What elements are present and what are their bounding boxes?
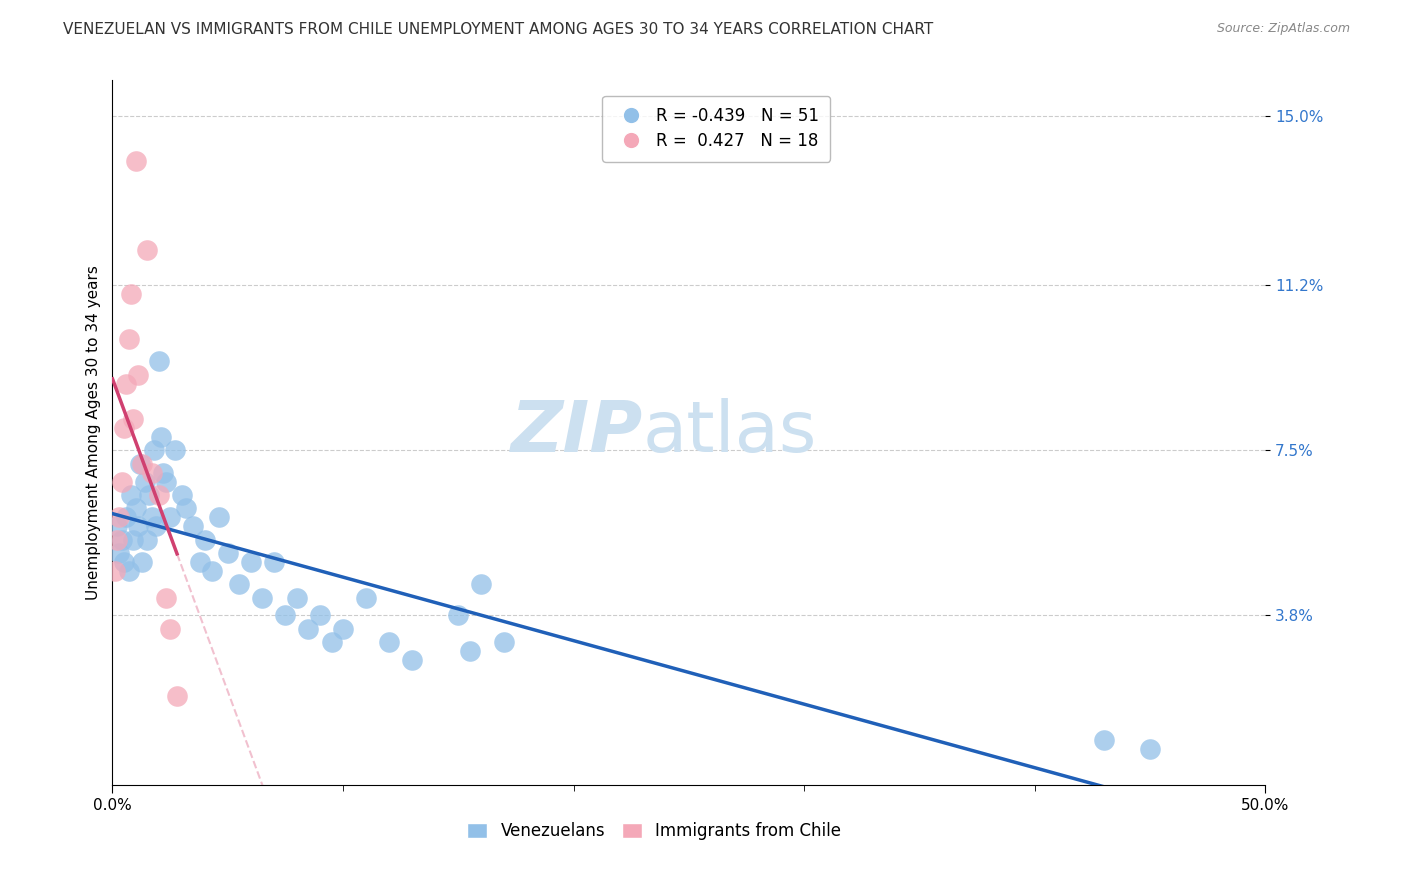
Point <box>127 519 149 533</box>
Point <box>104 564 127 578</box>
Point <box>111 533 134 547</box>
Point <box>112 555 135 569</box>
Point <box>321 635 343 649</box>
Text: VENEZUELAN VS IMMIGRANTS FROM CHILE UNEMPLOYMENT AMONG AGES 30 TO 34 YEARS CORRE: VENEZUELAN VS IMMIGRANTS FROM CHILE UNEM… <box>63 22 934 37</box>
Point <box>124 501 146 516</box>
Point <box>155 475 177 489</box>
Point <box>145 519 167 533</box>
Point <box>170 488 193 502</box>
Point <box>217 546 239 560</box>
Point <box>115 376 138 391</box>
Point <box>166 689 188 703</box>
Point <box>108 510 131 524</box>
Text: ZIP: ZIP <box>510 398 643 467</box>
Point <box>141 510 163 524</box>
Point <box>228 577 250 591</box>
Point <box>117 564 139 578</box>
Point <box>188 555 211 569</box>
Point <box>494 635 516 649</box>
Point <box>120 488 142 502</box>
Point <box>1092 733 1115 747</box>
Point <box>138 488 160 502</box>
Text: Source: ZipAtlas.com: Source: ZipAtlas.com <box>1216 22 1350 36</box>
Point <box>105 519 128 533</box>
Point <box>131 457 153 471</box>
Point <box>129 457 152 471</box>
Point <box>458 644 481 658</box>
Point <box>111 475 134 489</box>
Legend: Venezuelans, Immigrants from Chile: Venezuelans, Immigrants from Chile <box>461 816 848 847</box>
Point <box>194 533 217 547</box>
Point <box>401 653 423 667</box>
Point <box>207 510 229 524</box>
Point <box>152 466 174 480</box>
Point <box>134 475 156 489</box>
Point <box>159 510 181 524</box>
Point <box>124 153 146 168</box>
Point <box>354 591 377 605</box>
Point <box>181 519 204 533</box>
Point <box>447 608 470 623</box>
Point <box>263 555 285 569</box>
Point <box>252 591 274 605</box>
Point <box>1139 742 1161 756</box>
Text: atlas: atlas <box>643 398 817 467</box>
Point <box>155 591 177 605</box>
Point <box>274 608 297 623</box>
Point <box>148 354 170 368</box>
Point <box>122 533 145 547</box>
Point <box>332 622 354 636</box>
Point <box>470 577 492 591</box>
Point <box>108 546 131 560</box>
Point <box>285 591 308 605</box>
Point <box>105 533 128 547</box>
Point <box>149 430 172 444</box>
Point <box>163 443 186 458</box>
Point <box>297 622 319 636</box>
Point <box>115 510 138 524</box>
Point <box>378 635 401 649</box>
Point <box>148 488 170 502</box>
Point <box>201 564 224 578</box>
Point <box>120 287 142 301</box>
Point <box>309 608 332 623</box>
Point <box>136 243 159 257</box>
Point <box>136 533 159 547</box>
Point <box>112 421 135 435</box>
Point <box>143 443 166 458</box>
Point <box>117 332 139 346</box>
Point <box>122 412 145 426</box>
Y-axis label: Unemployment Among Ages 30 to 34 years: Unemployment Among Ages 30 to 34 years <box>86 265 101 600</box>
Point <box>174 501 197 516</box>
Point <box>239 555 262 569</box>
Point <box>141 466 163 480</box>
Point <box>131 555 153 569</box>
Point <box>127 368 149 382</box>
Point <box>159 622 181 636</box>
